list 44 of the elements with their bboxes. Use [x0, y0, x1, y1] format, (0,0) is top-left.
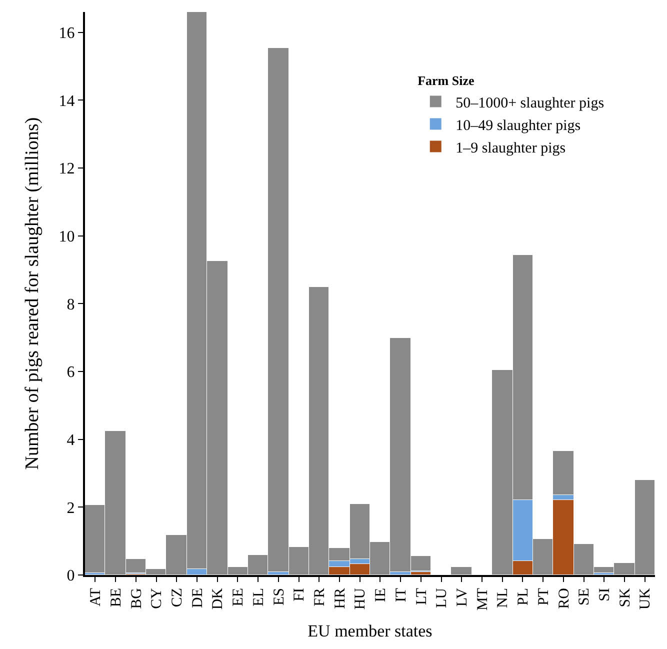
x-tick-label: LV — [454, 588, 470, 607]
x-tick-label: DK — [210, 588, 226, 610]
x-tick-label: PT — [536, 588, 552, 606]
bar — [450, 566, 472, 575]
y-tick-label: 4 — [66, 432, 75, 449]
legend-label: 10–49 slaughter pigs — [456, 118, 581, 134]
x-tick-label: EE — [230, 588, 247, 606]
x-tick-label: PL — [516, 588, 532, 606]
x-tick-label: HR — [332, 588, 348, 609]
x-tick-label: AT — [88, 588, 104, 606]
x-tick-label: IE — [373, 588, 390, 602]
y-tick-label: 8 — [66, 296, 75, 314]
x-tick-label: UK — [638, 588, 654, 610]
x-tick-label: MT — [474, 588, 491, 610]
x-axis-title: EU member states — [308, 621, 432, 640]
legend-label: 50–1000+ slaughter pigs — [456, 95, 604, 112]
legend-title: Farm Size — [418, 73, 474, 88]
x-tick-label: BE — [108, 588, 124, 608]
x-tick-label: CZ — [169, 588, 186, 608]
y-tick-label: 12 — [58, 160, 75, 178]
y-tick-label: 10 — [58, 228, 75, 246]
x-tick-label: IT — [393, 588, 410, 602]
x-tick-label: FR — [312, 588, 328, 606]
x-tick-label: CY — [149, 588, 166, 609]
x-tick-label: NL — [495, 588, 512, 608]
x-tick-label: SE — [576, 588, 593, 606]
x-tick-label: DE — [190, 588, 206, 608]
y-tick-label: 6 — [66, 364, 75, 382]
y-axis-title: Number of pigs reared for slaughter (millions) — [22, 117, 44, 470]
x-tick-label: SI — [596, 588, 613, 602]
legend-label: 1–9 slaughter pigs — [456, 140, 566, 156]
x-tick-label: ES — [271, 588, 288, 606]
x-tick-label: EL — [250, 588, 267, 606]
y-tick-label: 16 — [58, 24, 75, 42]
x-tick-label: SK — [617, 588, 634, 608]
x-tick-label: FI — [292, 588, 308, 602]
y-tick-label: 14 — [58, 92, 75, 110]
y-tick-label: 2 — [66, 500, 75, 517]
x-tick-label: LT — [414, 588, 430, 605]
x-tick-label: LU — [434, 588, 450, 608]
x-tick-label: BG — [128, 588, 145, 609]
x-tick-label: HU — [352, 588, 369, 610]
x-tick-label: RO — [556, 588, 572, 609]
y-tick-label: 0 — [66, 568, 75, 585]
